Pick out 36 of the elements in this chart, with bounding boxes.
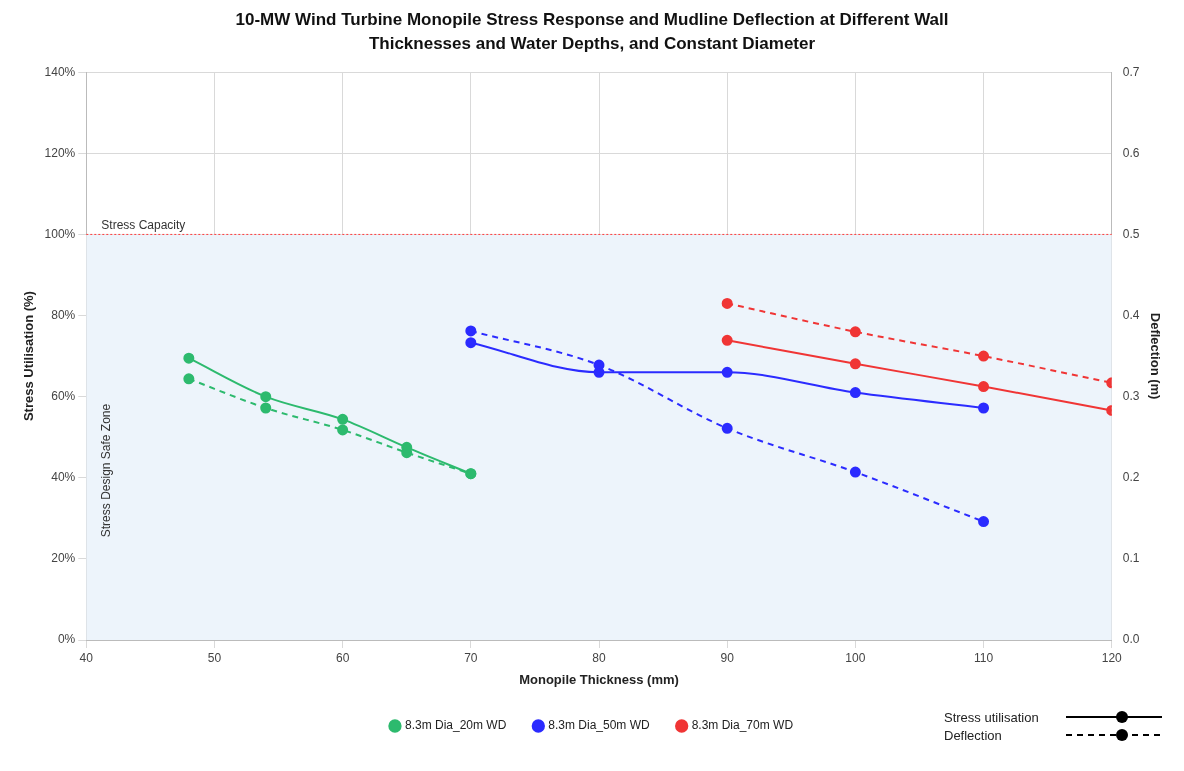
x-tick-label: 80 (592, 650, 606, 665)
y2-tick-label: 0.1 (1122, 551, 1140, 566)
legend-label: 8.3m Dia_50m WD (548, 718, 651, 733)
x-tick-label: 100 (845, 650, 866, 665)
y2-tick-label: 0.6 (1122, 145, 1140, 160)
x-tick-label: 120 (1101, 650, 1123, 665)
y2-tick-label: 0.0 (1122, 632, 1140, 647)
y-tick-label: 40% (51, 470, 76, 485)
ref-line-label: Stress Capacity (101, 217, 186, 232)
y2-tick-label: 0.2 (1122, 470, 1140, 485)
y2-tick-label: 0.5 (1122, 226, 1140, 241)
chart-title: 10-MW Wind Turbine Monopile Stress Response and Mudline Deflection at Different Wall Thicknesses and Water Depths, and Constant Diameter (234, 9, 950, 55)
x-tick-label: 40 (79, 650, 94, 665)
y2-tick-label: 0.4 (1122, 307, 1140, 322)
y2-tick-label: 0.7 (1122, 64, 1140, 79)
y2-axis-title: Deflection (m) (1147, 312, 1163, 400)
legend-label: 8.3m Dia_70m WD (691, 718, 794, 733)
x-axis-title: Monopile Thickness (mm) (519, 671, 679, 687)
y-tick-label: 140% (44, 64, 76, 79)
x-tick-label: 70 (464, 650, 478, 665)
text: Deflection (944, 727, 1003, 743)
x-tick-label: 60 (335, 650, 350, 665)
y-tick-label: 80% (51, 307, 76, 322)
y-tick-label: 20% (51, 551, 76, 566)
y-tick-label: 60% (51, 388, 76, 403)
x-tick-label: 90 (720, 650, 735, 665)
y-tick-label: 0% (57, 632, 76, 647)
y2-tick-label: 0.3 (1122, 388, 1140, 403)
y-tick-label: 100% (44, 226, 76, 241)
legend-label: 8.3m Dia_20m WD (404, 718, 507, 733)
band-label: Stress Design Safe Zone (98, 403, 113, 538)
x-tick-label: 110 (973, 650, 994, 665)
y-axis-title: Stress Utilisation (%) (21, 291, 37, 422)
y-tick-label: 120% (44, 145, 76, 160)
x-tick-label: 50 (207, 650, 222, 665)
text: Stress utilisation (944, 709, 1040, 725)
